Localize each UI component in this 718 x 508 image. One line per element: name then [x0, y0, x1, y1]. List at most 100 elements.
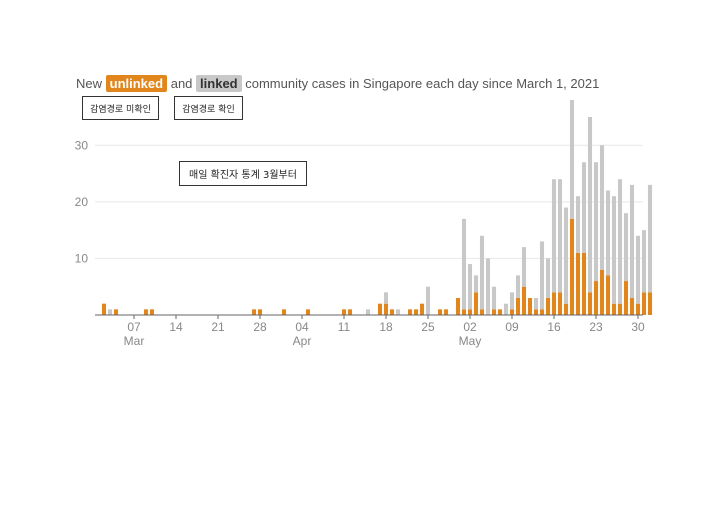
bar-unlinked — [413, 309, 419, 315]
bar-unlinked — [521, 286, 527, 315]
bar-linked — [581, 162, 587, 253]
bar-unlinked — [461, 309, 467, 315]
bar-linked — [485, 258, 491, 315]
bar-unlinked — [149, 309, 155, 315]
bar-unlinked — [563, 303, 569, 315]
x-tick-label: 02 — [463, 320, 477, 334]
bar-unlinked — [623, 281, 629, 315]
x-tick-label: 11 — [338, 320, 351, 334]
bar-linked — [623, 213, 629, 282]
bar-linked — [545, 258, 551, 299]
bar-linked — [473, 275, 479, 293]
bar-linked — [611, 196, 617, 304]
bar-unlinked — [377, 303, 383, 315]
x-tick-label: 09 — [505, 320, 519, 334]
bar-linked — [647, 184, 653, 293]
x-tick-label: 25 — [421, 320, 435, 334]
bar-unlinked — [101, 303, 107, 315]
y-tick-label: 10 — [75, 251, 89, 265]
bar-unlinked — [557, 292, 563, 315]
bar-unlinked — [617, 303, 623, 315]
bar-linked — [593, 162, 599, 282]
bar-linked — [425, 286, 431, 315]
bar-linked — [107, 309, 113, 315]
bar-unlinked — [419, 303, 425, 315]
x-tick-label: 07 — [127, 320, 141, 334]
bar-unlinked — [605, 275, 611, 315]
unlinked-highlight: unlinked — [105, 75, 168, 92]
bar-linked — [365, 309, 371, 315]
bar-unlinked — [593, 281, 599, 315]
x-tick-label: 28 — [253, 320, 267, 334]
bar-linked — [575, 196, 581, 253]
bar-linked — [395, 309, 401, 315]
bar-linked — [509, 292, 515, 310]
title-middle: and — [170, 76, 193, 91]
bar-unlinked — [251, 309, 257, 315]
unlinked-annotation: 감염경로 미확인 — [82, 96, 159, 120]
bar-unlinked — [479, 309, 485, 315]
bar-unlinked — [551, 292, 557, 315]
bar-unlinked — [587, 292, 593, 315]
chart-title: New unlinked and linked community cases … — [76, 75, 600, 92]
bar-unlinked — [533, 309, 539, 315]
bar-unlinked — [341, 309, 347, 315]
bar-linked — [629, 184, 635, 299]
bar-unlinked — [539, 309, 545, 315]
bar-linked — [587, 116, 593, 293]
bar-linked — [599, 145, 605, 270]
bar-unlinked — [257, 309, 263, 315]
linked-annotation: 감염경로 확인 — [174, 96, 243, 120]
bar-linked — [479, 235, 485, 310]
bar-linked — [515, 275, 521, 299]
bar-unlinked — [491, 309, 497, 315]
title-prefix: New — [76, 76, 103, 91]
bar-unlinked — [515, 298, 521, 315]
bar-linked — [563, 207, 569, 304]
x-month-label: May — [459, 334, 482, 348]
note-annotation: 매일 확진자 통계 3월부터 — [179, 161, 307, 186]
bar-unlinked — [629, 298, 635, 315]
bar-unlinked — [347, 309, 353, 315]
bar-linked — [467, 264, 473, 310]
x-month-label: Mar — [124, 334, 145, 348]
bar-linked — [383, 292, 389, 304]
bar-unlinked — [581, 252, 587, 315]
bar-unlinked — [455, 298, 461, 315]
x-tick-label: 16 — [547, 320, 561, 334]
bar-linked — [569, 100, 575, 219]
x-tick-label: 23 — [589, 320, 603, 334]
x-month-label: Apr — [293, 334, 312, 348]
bar-unlinked — [305, 309, 311, 315]
bar-linked — [539, 241, 545, 310]
bar-linked — [641, 230, 647, 293]
bar-unlinked — [527, 298, 533, 315]
bar-unlinked — [407, 309, 413, 315]
bar-unlinked — [437, 309, 443, 315]
title-suffix: community cases in Singapore each day si… — [245, 76, 600, 91]
linked-highlight: linked — [196, 75, 242, 92]
bar-linked — [533, 298, 539, 310]
bar-linked — [557, 179, 563, 293]
bar-linked — [635, 235, 641, 304]
bar-unlinked — [281, 309, 287, 315]
bar-linked — [521, 247, 527, 287]
bar-unlinked — [647, 292, 653, 315]
x-tick-label: 04 — [295, 320, 309, 334]
bar-unlinked — [599, 269, 605, 315]
bar-linked — [617, 179, 623, 304]
bar-unlinked — [569, 218, 575, 315]
bar-unlinked — [497, 309, 503, 315]
bar-linked — [503, 303, 509, 315]
bar-unlinked — [611, 303, 617, 315]
bar-unlinked — [383, 303, 389, 315]
bar-unlinked — [473, 292, 479, 315]
x-tick-label: 14 — [169, 320, 183, 334]
bar-unlinked — [509, 309, 515, 315]
x-tick-label: 21 — [211, 320, 225, 334]
bar-unlinked — [641, 292, 647, 315]
bar-linked — [491, 286, 497, 310]
bar-unlinked — [443, 309, 449, 315]
bar-unlinked — [545, 298, 551, 315]
